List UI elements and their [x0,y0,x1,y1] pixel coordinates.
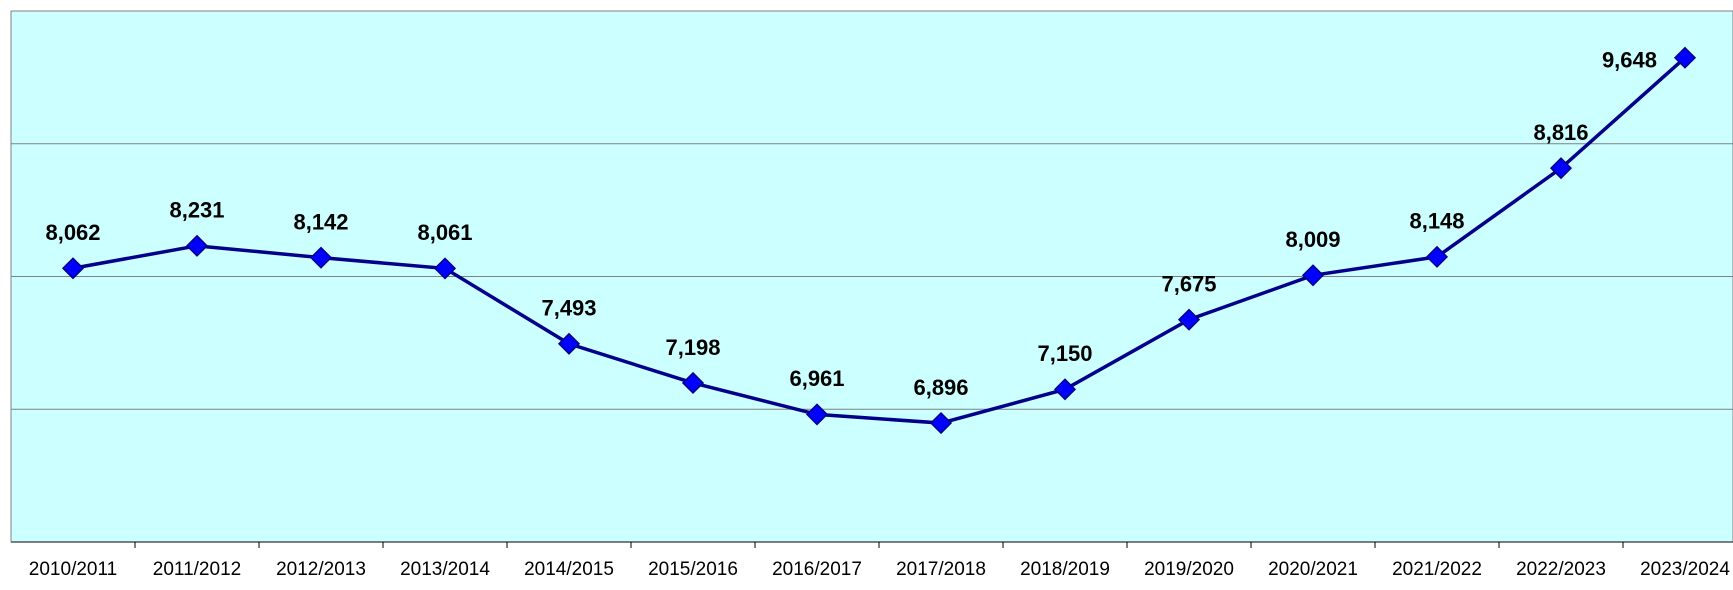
x-tick-label: 2019/2020 [1144,559,1234,580]
data-label: 6,896 [913,375,968,400]
x-tick-label: 2012/2013 [276,559,366,580]
data-label: 7,675 [1161,271,1216,296]
x-tick-label: 2018/2019 [1020,559,1110,580]
x-tick-label: 2021/2022 [1392,559,1482,580]
marker [681,371,705,395]
marker [1549,157,1573,180]
x-tick-label: 2023/2024 [1640,559,1730,580]
data-label: 8,231 [169,198,224,223]
line [72,56,1687,425]
data-label: 9,648 [1602,48,1657,73]
data-label: 8,816 [1533,120,1588,145]
data-label: 8,148 [1409,209,1464,234]
marker [185,234,209,257]
marker [1425,245,1449,268]
marker [1301,264,1325,287]
x-tick-label: 2017/2018 [896,559,986,580]
x-tick-label: 2015/2016 [648,559,738,580]
data-label: 8,142 [293,209,348,234]
x-tick-label: 2014/2015 [524,559,614,580]
marker [557,332,581,355]
data-label: 8,062 [45,220,100,245]
x-tick-label: 2010/2011 [29,559,117,580]
x-tick-label: 2016/2017 [772,559,862,580]
x-tick-label: 2022/2023 [1516,559,1606,580]
marker [61,257,85,280]
marker [805,403,829,426]
data-label: 6,961 [789,366,844,391]
data-label: 7,150 [1037,341,1092,366]
marker [1053,378,1077,401]
data-label: 7,198 [665,335,720,360]
marker [929,411,953,435]
x-tick-label: 2011/2012 [153,559,241,580]
x-tick-label: 2013/2014 [400,559,490,580]
marker [433,257,457,280]
data-label: 8,061 [417,220,472,245]
data-label: 8,009 [1285,227,1340,252]
marker [309,246,333,269]
data-label: 7,493 [541,296,596,321]
marker [1177,308,1201,331]
x-tick-label: 2020/2021 [1268,559,1358,580]
marker [1673,46,1697,69]
